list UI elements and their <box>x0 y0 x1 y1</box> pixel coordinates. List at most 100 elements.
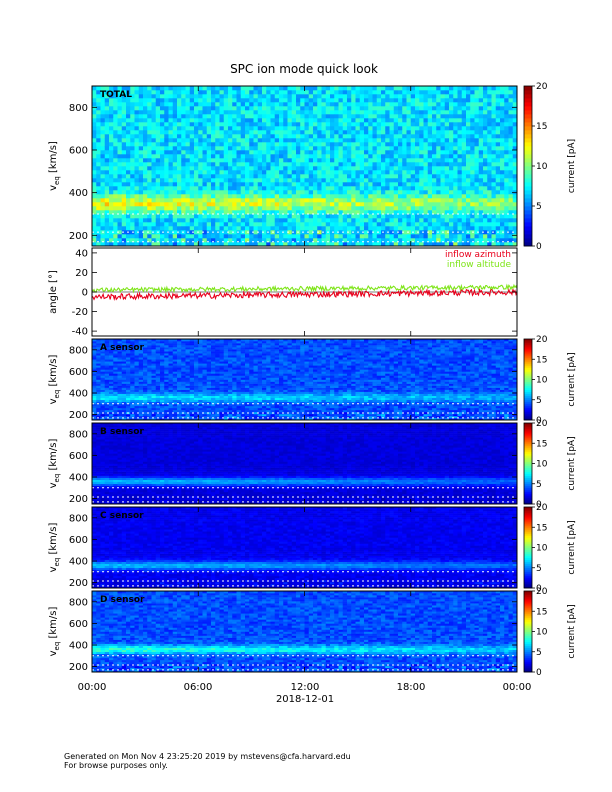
heatmap-cell <box>117 369 123 372</box>
heatmap-cell <box>338 182 344 187</box>
heatmap-cell <box>168 122 174 127</box>
heatmap-cell <box>100 198 106 203</box>
heatmap-cell <box>330 174 335 179</box>
heatmap-cell <box>249 234 254 239</box>
heatmap-cell <box>453 226 458 231</box>
heatmap-cell <box>398 146 403 151</box>
heatmap-cell <box>334 226 339 231</box>
heatmap-cell <box>410 94 416 99</box>
heatmap-cell <box>355 158 361 163</box>
heatmap-cell <box>262 234 267 239</box>
heatmap-cell <box>189 238 195 243</box>
heatmap-cell <box>495 118 501 123</box>
heatmap-cell <box>147 401 152 405</box>
heatmap-cell <box>121 94 127 99</box>
heatmap-cell <box>168 194 174 199</box>
heatmap-cell <box>287 90 293 95</box>
heatmap-cell <box>466 186 471 191</box>
legend-entry: inflow altitude <box>447 260 512 270</box>
heatmap-cell <box>257 242 263 247</box>
heatmap-cell <box>415 110 420 115</box>
heatmap-cell <box>147 395 152 399</box>
heatmap-cell <box>444 238 450 243</box>
heatmap-cell <box>245 234 250 239</box>
heatmap-cell <box>474 114 480 119</box>
heatmap-cell <box>504 234 509 239</box>
heatmap-cell <box>232 138 237 143</box>
heatmap-cell <box>257 214 263 219</box>
heatmap-cell <box>364 218 369 223</box>
heatmap-cell <box>181 202 186 207</box>
heatmap-cell <box>495 174 501 179</box>
heatmap-cell <box>240 186 246 191</box>
heatmap-cell <box>449 214 454 219</box>
heatmap-cell <box>143 138 148 143</box>
heatmap-cell <box>164 347 169 350</box>
heatmap-cell <box>198 194 203 199</box>
heatmap-cell <box>104 359 110 362</box>
heatmap-cell <box>266 110 271 115</box>
heatmap-cell <box>143 162 148 167</box>
heatmap-cell <box>402 110 407 115</box>
heatmap-cell <box>211 114 216 119</box>
heatmap-cell <box>317 122 322 127</box>
heatmap-cell <box>189 114 195 119</box>
heatmap-cell <box>100 353 106 356</box>
heatmap-cell <box>487 122 492 127</box>
heatmap-cell <box>253 214 259 219</box>
heatmap-cell <box>117 361 123 364</box>
heatmap-cell <box>491 186 497 191</box>
heatmap-cell <box>474 198 480 203</box>
heatmap-cell <box>121 349 127 352</box>
heatmap-cell <box>228 142 233 147</box>
heatmap-cell <box>359 194 365 199</box>
heatmap-cell <box>325 178 331 183</box>
heatmap-cell <box>470 86 475 91</box>
heatmap-cell <box>270 218 276 223</box>
heatmap-cell <box>334 190 339 195</box>
heatmap-cell <box>185 86 191 91</box>
heatmap-cell <box>172 110 178 115</box>
heatmap-cell <box>291 238 297 243</box>
heatmap-cell <box>491 170 497 175</box>
heatmap-cell <box>138 166 144 171</box>
heatmap-cell <box>296 98 301 103</box>
heatmap-cell <box>368 94 373 99</box>
heatmap-cell <box>385 158 390 163</box>
heatmap-cell <box>172 355 178 358</box>
heatmap-cell <box>351 98 356 103</box>
heatmap-cell <box>478 234 484 239</box>
heatmap-cell <box>398 170 403 175</box>
heatmap-cell <box>96 343 101 346</box>
heatmap-cell <box>483 162 488 167</box>
heatmap-cell <box>100 393 106 396</box>
heatmap-cell <box>415 114 420 119</box>
heatmap-cell <box>487 150 492 155</box>
heatmap-cell <box>181 387 186 390</box>
heatmap-cell <box>181 345 186 348</box>
heatmap-cell <box>436 90 441 95</box>
heatmap-cell <box>393 114 399 119</box>
heatmap-cell <box>143 387 148 390</box>
heatmap-cell <box>300 102 305 107</box>
heatmap-cell <box>121 222 127 227</box>
heatmap-cell <box>194 102 199 107</box>
heatmap-cell <box>147 365 152 368</box>
heatmap-cell <box>181 110 186 115</box>
heatmap-cell <box>160 158 165 163</box>
heatmap-cell <box>500 122 505 127</box>
heatmap-cell <box>402 182 407 187</box>
heatmap-cell <box>321 114 327 119</box>
heatmap-cell <box>113 353 118 356</box>
heatmap-cell <box>177 395 182 399</box>
heatmap-cell <box>138 343 144 346</box>
heatmap-cell <box>147 345 152 348</box>
heatmap-cell <box>151 371 157 374</box>
heatmap-cell <box>457 114 463 119</box>
heatmap-cell <box>279 150 284 155</box>
heatmap-cell <box>96 86 101 91</box>
heatmap-cell <box>291 210 297 215</box>
heatmap-cell <box>355 190 361 195</box>
heatmap-cell <box>478 194 484 199</box>
heatmap-cell <box>393 98 399 103</box>
